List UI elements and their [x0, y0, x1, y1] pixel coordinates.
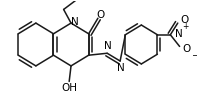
Text: O: O [180, 15, 188, 25]
Text: O: O [97, 10, 105, 20]
Text: −: − [191, 50, 197, 59]
Text: N: N [117, 63, 125, 73]
Text: N: N [71, 17, 79, 27]
Text: O: O [182, 44, 190, 54]
Text: N: N [175, 29, 183, 39]
Text: +: + [182, 23, 188, 31]
Text: N: N [104, 41, 112, 51]
Text: OH: OH [61, 83, 77, 93]
